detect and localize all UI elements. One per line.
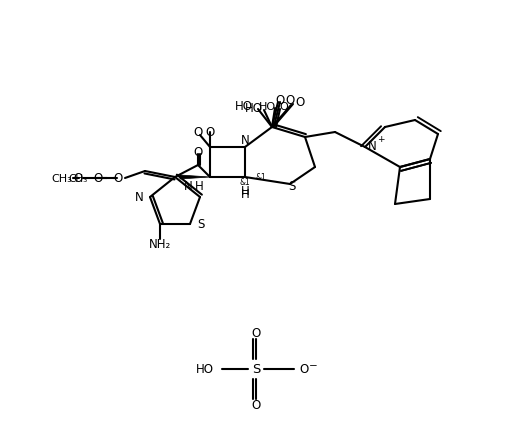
Text: HO: HO	[245, 101, 263, 114]
Text: S: S	[288, 180, 295, 193]
Text: S: S	[252, 363, 260, 376]
Text: HO: HO	[259, 102, 275, 112]
Text: CH₃: CH₃	[69, 173, 88, 184]
Text: NH₂: NH₂	[149, 238, 171, 251]
Text: O: O	[205, 125, 214, 138]
Polygon shape	[180, 176, 210, 180]
Text: H: H	[241, 188, 249, 201]
Text: HO: HO	[235, 100, 253, 113]
Text: O: O	[275, 93, 285, 106]
Text: O: O	[279, 102, 288, 112]
Text: O: O	[114, 172, 123, 185]
Text: O: O	[251, 399, 261, 412]
Text: N: N	[241, 133, 249, 146]
Text: O: O	[193, 145, 203, 158]
Text: CH₃: CH₃	[51, 173, 72, 184]
Text: N: N	[135, 191, 144, 204]
Text: O: O	[193, 126, 203, 139]
Text: O: O	[299, 363, 308, 376]
Text: HO: HO	[196, 363, 214, 376]
Text: H: H	[194, 180, 203, 193]
Text: O: O	[285, 93, 294, 106]
Text: O: O	[251, 327, 261, 340]
Text: +: +	[377, 134, 385, 143]
Text: O: O	[94, 172, 103, 185]
Text: O: O	[74, 172, 83, 185]
Text: H: H	[241, 185, 249, 198]
Text: &1: &1	[255, 173, 266, 182]
Text: N: N	[184, 180, 193, 193]
Text: S: S	[197, 218, 204, 231]
Text: O: O	[295, 96, 304, 109]
Text: &1: &1	[239, 178, 250, 187]
Text: N: N	[368, 139, 377, 152]
Text: −: −	[309, 360, 318, 370]
